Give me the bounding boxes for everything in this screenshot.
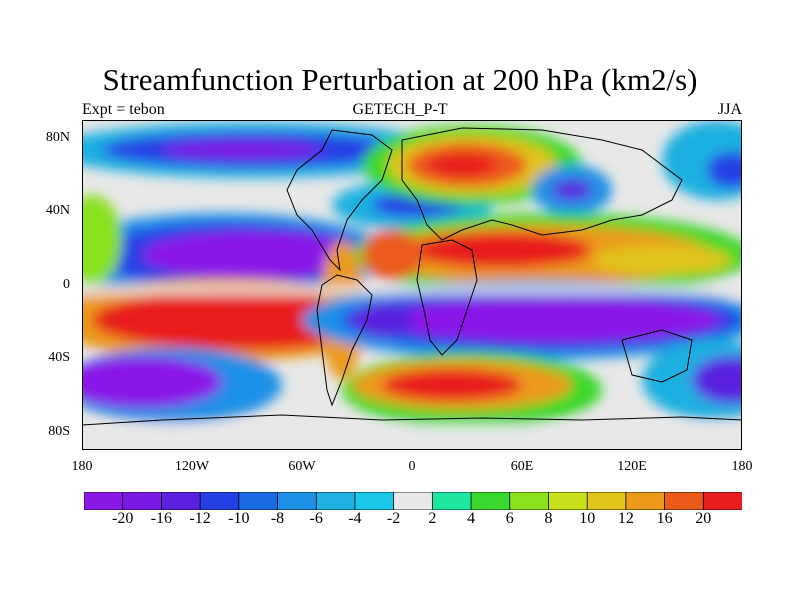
contour-map bbox=[82, 120, 742, 450]
negative-north-pacific-east-core bbox=[707, 152, 742, 188]
south-america-coast bbox=[316, 274, 373, 407]
negative-pacific-nh-core bbox=[142, 231, 362, 279]
antarctica-coast bbox=[82, 414, 742, 426]
lon-label-180w: 180 bbox=[71, 459, 93, 474]
colorbar-swatch bbox=[548, 492, 589, 510]
colorbar-tick-label: 8 bbox=[544, 510, 553, 527]
colorbar-tick-label: 4 bbox=[467, 510, 476, 527]
lon-label-60e: 60E bbox=[510, 459, 534, 474]
south-polar-field bbox=[82, 425, 742, 450]
colorbar-tick-label: -10 bbox=[228, 510, 250, 527]
plot-frame bbox=[82, 120, 742, 450]
lon-label-120w: 120W bbox=[174, 459, 210, 474]
lat-label-80s: 80S bbox=[48, 424, 70, 439]
negative-core-north bbox=[162, 140, 322, 160]
colorbar-swatch bbox=[315, 492, 356, 510]
colorbar-swatch bbox=[161, 492, 202, 510]
australia-coast bbox=[621, 329, 693, 383]
africa-coast bbox=[416, 239, 478, 356]
colorbar-swatch bbox=[354, 492, 395, 510]
colorbar-tick-label: 20 bbox=[695, 510, 712, 527]
lon-label-120e: 120E bbox=[617, 459, 647, 474]
lon-label-60w: 60W bbox=[288, 459, 316, 474]
positive-asia-peak bbox=[427, 153, 497, 177]
colorbar-tick-label: -12 bbox=[189, 510, 211, 527]
positive-sh-mid-peak bbox=[382, 369, 522, 401]
colorbar-tick-label: -4 bbox=[348, 510, 362, 527]
colorbar-swatch bbox=[625, 492, 666, 510]
colorbar-swatch bbox=[586, 492, 627, 510]
negative-cell-asia-core bbox=[552, 180, 592, 200]
colorbar-swatch bbox=[470, 492, 511, 510]
negative-sh-east-core bbox=[382, 298, 722, 342]
colorbar-swatch bbox=[277, 492, 318, 510]
experiment-label: Expt = tebon bbox=[82, 101, 165, 118]
positive-pacific-sh-core bbox=[92, 290, 392, 350]
lat-label-80n: 80N bbox=[45, 130, 70, 145]
colorbar-tick-label: -6 bbox=[309, 510, 323, 527]
negative-sh-east-west-lobe bbox=[352, 302, 412, 338]
negative-sh-far-east-core bbox=[692, 356, 742, 404]
colorbar bbox=[84, 492, 742, 510]
coastlines bbox=[82, 127, 742, 426]
equatorial-zero-band bbox=[82, 285, 742, 295]
lon-label-0: 0 bbox=[408, 459, 416, 474]
positive-atlantic-nh bbox=[362, 230, 422, 280]
colorbar-swatch bbox=[84, 492, 124, 510]
colorbar-tick-label: -8 bbox=[270, 510, 285, 527]
colorbar-tick-label: -20 bbox=[112, 510, 134, 527]
colorbar-swatch bbox=[702, 492, 742, 510]
colorbar-swatch bbox=[238, 492, 279, 510]
colorbar-tick-label: -2 bbox=[386, 510, 401, 527]
colorbar-tick-label: 10 bbox=[579, 510, 596, 527]
positive-western-edge bbox=[82, 195, 122, 285]
colorbar-tick-label: 6 bbox=[505, 510, 514, 527]
positive-nh-band-core bbox=[412, 232, 592, 268]
negative-sh-west-core bbox=[82, 356, 222, 408]
eurasia-coast bbox=[401, 127, 683, 241]
lat-label-40s: 40S bbox=[48, 350, 70, 365]
lon-label-180e: 180 bbox=[731, 459, 753, 474]
colorbar-swatch bbox=[509, 492, 550, 510]
positive-nh-east bbox=[592, 245, 732, 275]
colorbar-swatch bbox=[122, 492, 163, 510]
dataset-label: GETECH_P-T bbox=[352, 101, 448, 118]
north-america-coast bbox=[286, 129, 393, 272]
colorbar-tick-label: -16 bbox=[150, 510, 173, 527]
colorbar-swatch bbox=[393, 492, 434, 510]
colorbar-swatch bbox=[431, 492, 472, 510]
lat-label-0: 0 bbox=[63, 277, 70, 292]
map-title: Streamfunction Perturbation at 200 hPa (… bbox=[102, 62, 698, 97]
colorbar-swatch bbox=[664, 492, 705, 510]
colorbar-swatch bbox=[199, 492, 240, 510]
lat-label-40n: 40N bbox=[45, 203, 70, 218]
season-label: JJA bbox=[717, 101, 742, 118]
colorbar-tick-label: 12 bbox=[617, 510, 634, 527]
colorbar-tick-label: 2 bbox=[428, 510, 437, 527]
colorbar-tick-label: 16 bbox=[656, 510, 673, 527]
